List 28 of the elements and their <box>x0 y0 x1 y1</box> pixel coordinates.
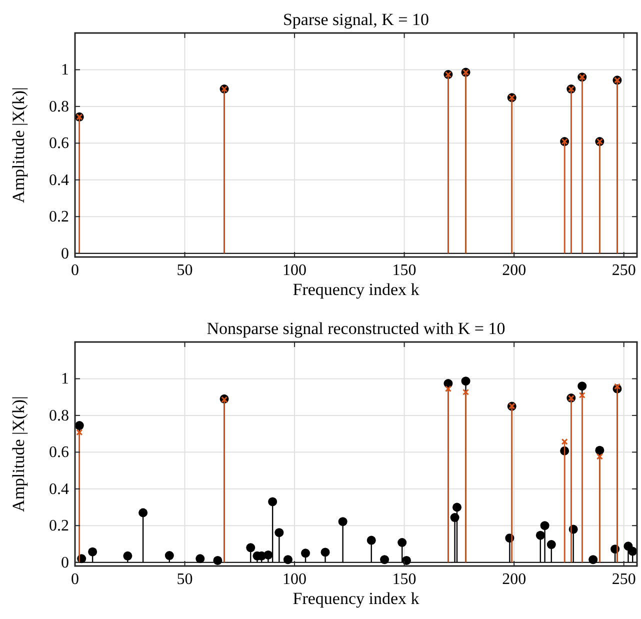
x-axis-title: Frequency index k <box>292 280 420 299</box>
y-tick-label: 1 <box>61 62 69 79</box>
x-tick-label: 250 <box>612 571 636 588</box>
x-tick-label: 50 <box>176 571 193 588</box>
x-tick-label: 50 <box>176 262 193 279</box>
y-tick-label: 0.2 <box>49 208 69 226</box>
x-axis-title: Frequency index k <box>292 589 420 608</box>
x-tick-label: 250 <box>612 262 636 279</box>
y-tick-label: 0.8 <box>49 407 69 424</box>
y-tick-label: 0 <box>61 245 69 262</box>
x-tick-label: 150 <box>392 571 416 588</box>
y-axis-title: Amplitude |X(k)| <box>9 87 28 203</box>
x-tick-label: 100 <box>282 571 307 588</box>
y-tick-label: 0.6 <box>49 444 69 462</box>
x-tick-label: 150 <box>392 262 416 279</box>
chart-title: Sparse signal, K = 10 <box>282 10 430 29</box>
chart-title: Nonsparse signal reconstructed with K = 10 <box>206 319 506 338</box>
x-tick-label: 200 <box>502 571 526 588</box>
x-tick-label: 100 <box>282 262 307 279</box>
y-tick-label: 0.4 <box>49 172 69 189</box>
y-tick-label: 0.8 <box>49 98 69 116</box>
y-tick-label: 0 <box>61 554 69 572</box>
y-tick-label: 0.6 <box>49 135 69 152</box>
y-axis-title: Amplitude |X(k)| <box>9 396 28 512</box>
y-tick-label: 0.2 <box>49 518 69 535</box>
y-tick-label: 0.4 <box>49 480 69 498</box>
x-tick-label: 200 <box>502 262 526 279</box>
y-tick-label: 1 <box>61 370 69 388</box>
